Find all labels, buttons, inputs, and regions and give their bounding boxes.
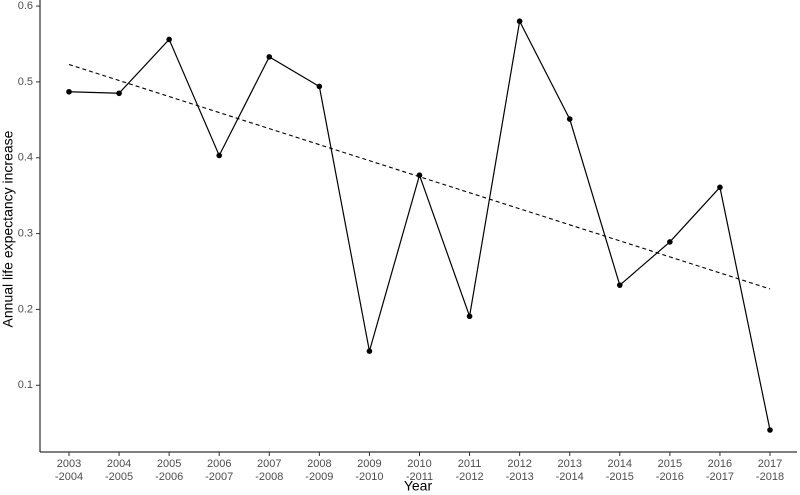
- x-tick-label: 2013: [557, 458, 581, 470]
- x-tick-label: -2008: [255, 471, 283, 483]
- x-tick-label: 2005: [157, 458, 181, 470]
- x-tick-label: 2006: [207, 458, 231, 470]
- data-point: [166, 36, 172, 43]
- data-point: [466, 313, 473, 320]
- x-tick-label: 2011: [458, 458, 482, 470]
- x-tick-label: 2007: [257, 458, 281, 470]
- x-tick-label: 2009: [357, 458, 381, 470]
- y-tick-label: 0.6: [18, 0, 33, 12]
- data-point: [516, 18, 523, 25]
- data-point: [717, 184, 723, 191]
- x-tick-label: -2013: [506, 471, 534, 483]
- x-tick-label: -2006: [155, 471, 183, 483]
- data-point: [667, 239, 673, 245]
- x-tick-label: 2016: [708, 458, 732, 470]
- x-tick-label: -2007: [205, 471, 233, 483]
- x-tick-label: 2010: [407, 458, 431, 470]
- x-tick-label: -2010: [355, 471, 383, 483]
- data-point: [316, 83, 323, 90]
- data-point: [216, 152, 223, 159]
- data-point: [416, 172, 423, 178]
- data-point: [266, 54, 273, 60]
- x-axis-title: Year: [404, 478, 433, 494]
- y-axis-title: Annual life expectancy increase: [0, 130, 16, 327]
- x-tick-label: 2014: [608, 458, 632, 470]
- x-tick-label: -2004: [55, 471, 83, 483]
- data-point: [66, 88, 72, 95]
- x-tick-label: 2008: [307, 458, 331, 470]
- data-point: [767, 427, 773, 433]
- y-tick-label: 0.1: [18, 379, 33, 391]
- data-point: [366, 348, 373, 354]
- x-tick-label: 2012: [507, 458, 531, 470]
- x-tick-label: 2003: [57, 458, 81, 470]
- x-tick-label: -2015: [606, 471, 634, 483]
- y-tick-label: 0.3: [18, 227, 33, 239]
- x-tick-label: -2005: [105, 471, 133, 483]
- y-tick-label: 0.5: [18, 76, 33, 88]
- data-point: [116, 90, 122, 97]
- x-tick-label: -2009: [305, 471, 333, 483]
- x-tick-label: -2012: [456, 471, 484, 483]
- x-tick-label: -2011: [406, 471, 433, 483]
- y-tick-label: 0.4: [18, 152, 33, 164]
- x-tick-label: 2017: [758, 458, 782, 470]
- data-line: [68, 19, 771, 431]
- x-tick-label: 2004: [107, 458, 131, 470]
- data-point: [566, 116, 573, 122]
- x-tick-label: 2015: [658, 458, 682, 470]
- data-point: [616, 282, 623, 288]
- x-tick-label: -2016: [656, 471, 684, 483]
- y-tick-label: 0.2: [18, 303, 33, 315]
- trend-line: [68, 63, 771, 290]
- x-tick-label: -2017: [706, 471, 734, 483]
- x-tick-label: -2018: [756, 471, 784, 483]
- x-tick-label: -2014: [556, 471, 584, 483]
